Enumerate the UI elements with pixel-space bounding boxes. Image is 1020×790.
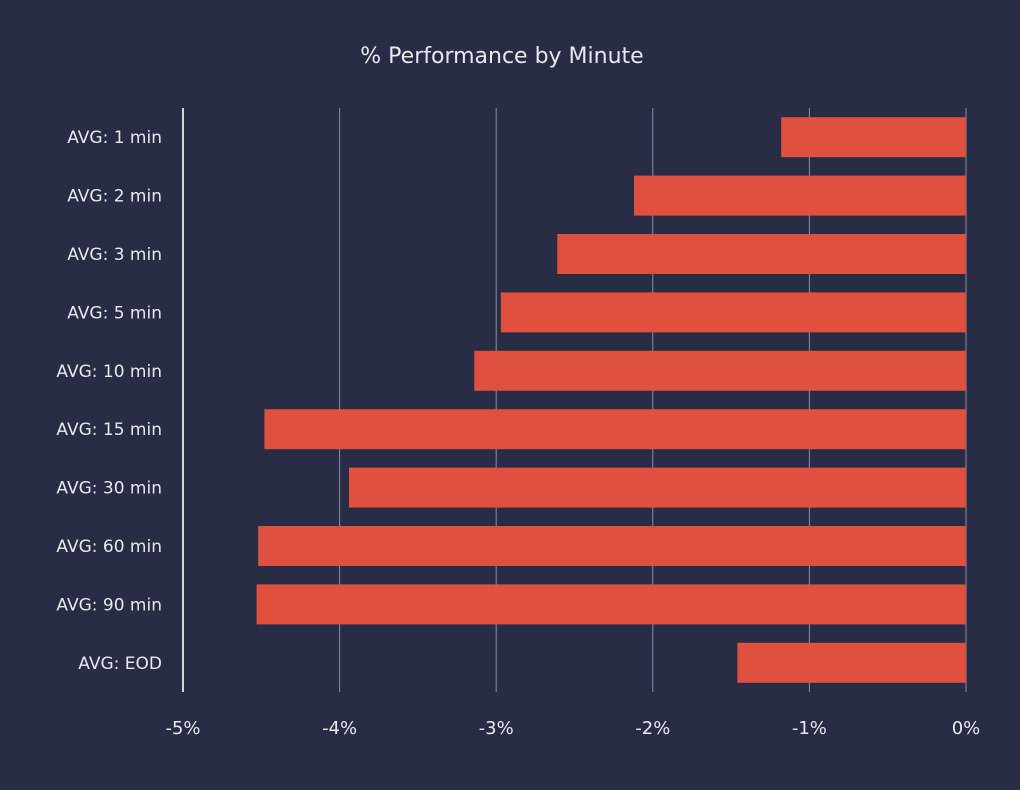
y-tick-label: AVG: 3 min [67,245,162,265]
x-tick-label: -4% [322,718,357,739]
y-tick-label: AVG: 5 min [67,303,162,323]
y-tick-label: AVG: 10 min [56,362,162,382]
y-tick-label: AVG: 30 min [56,479,162,499]
y-tick-label: AVG: 2 min [67,187,162,207]
x-tick-label: 0% [952,718,981,739]
bar [474,350,966,391]
bar [557,234,966,274]
bar [348,467,967,508]
y-tick-label: AVG: 1 min [67,128,162,148]
x-tick-label: -2% [635,718,670,739]
bar [258,526,967,566]
y-tick-label: AVG: 90 min [56,595,162,615]
x-tick-label: -3% [479,718,514,739]
bar [256,584,966,625]
bar [737,642,966,683]
bar [781,117,966,158]
bar [500,292,966,333]
y-tick-label: AVG: 60 min [56,537,162,557]
chart-title: % Performance by Minute [360,44,644,69]
y-tick-label: AVG: EOD [78,654,162,674]
x-tick-label: -5% [165,718,200,739]
y-tick-label: AVG: 15 min [56,420,162,440]
bar [634,175,966,216]
x-tick-label: -1% [792,718,827,739]
bar [264,409,966,450]
